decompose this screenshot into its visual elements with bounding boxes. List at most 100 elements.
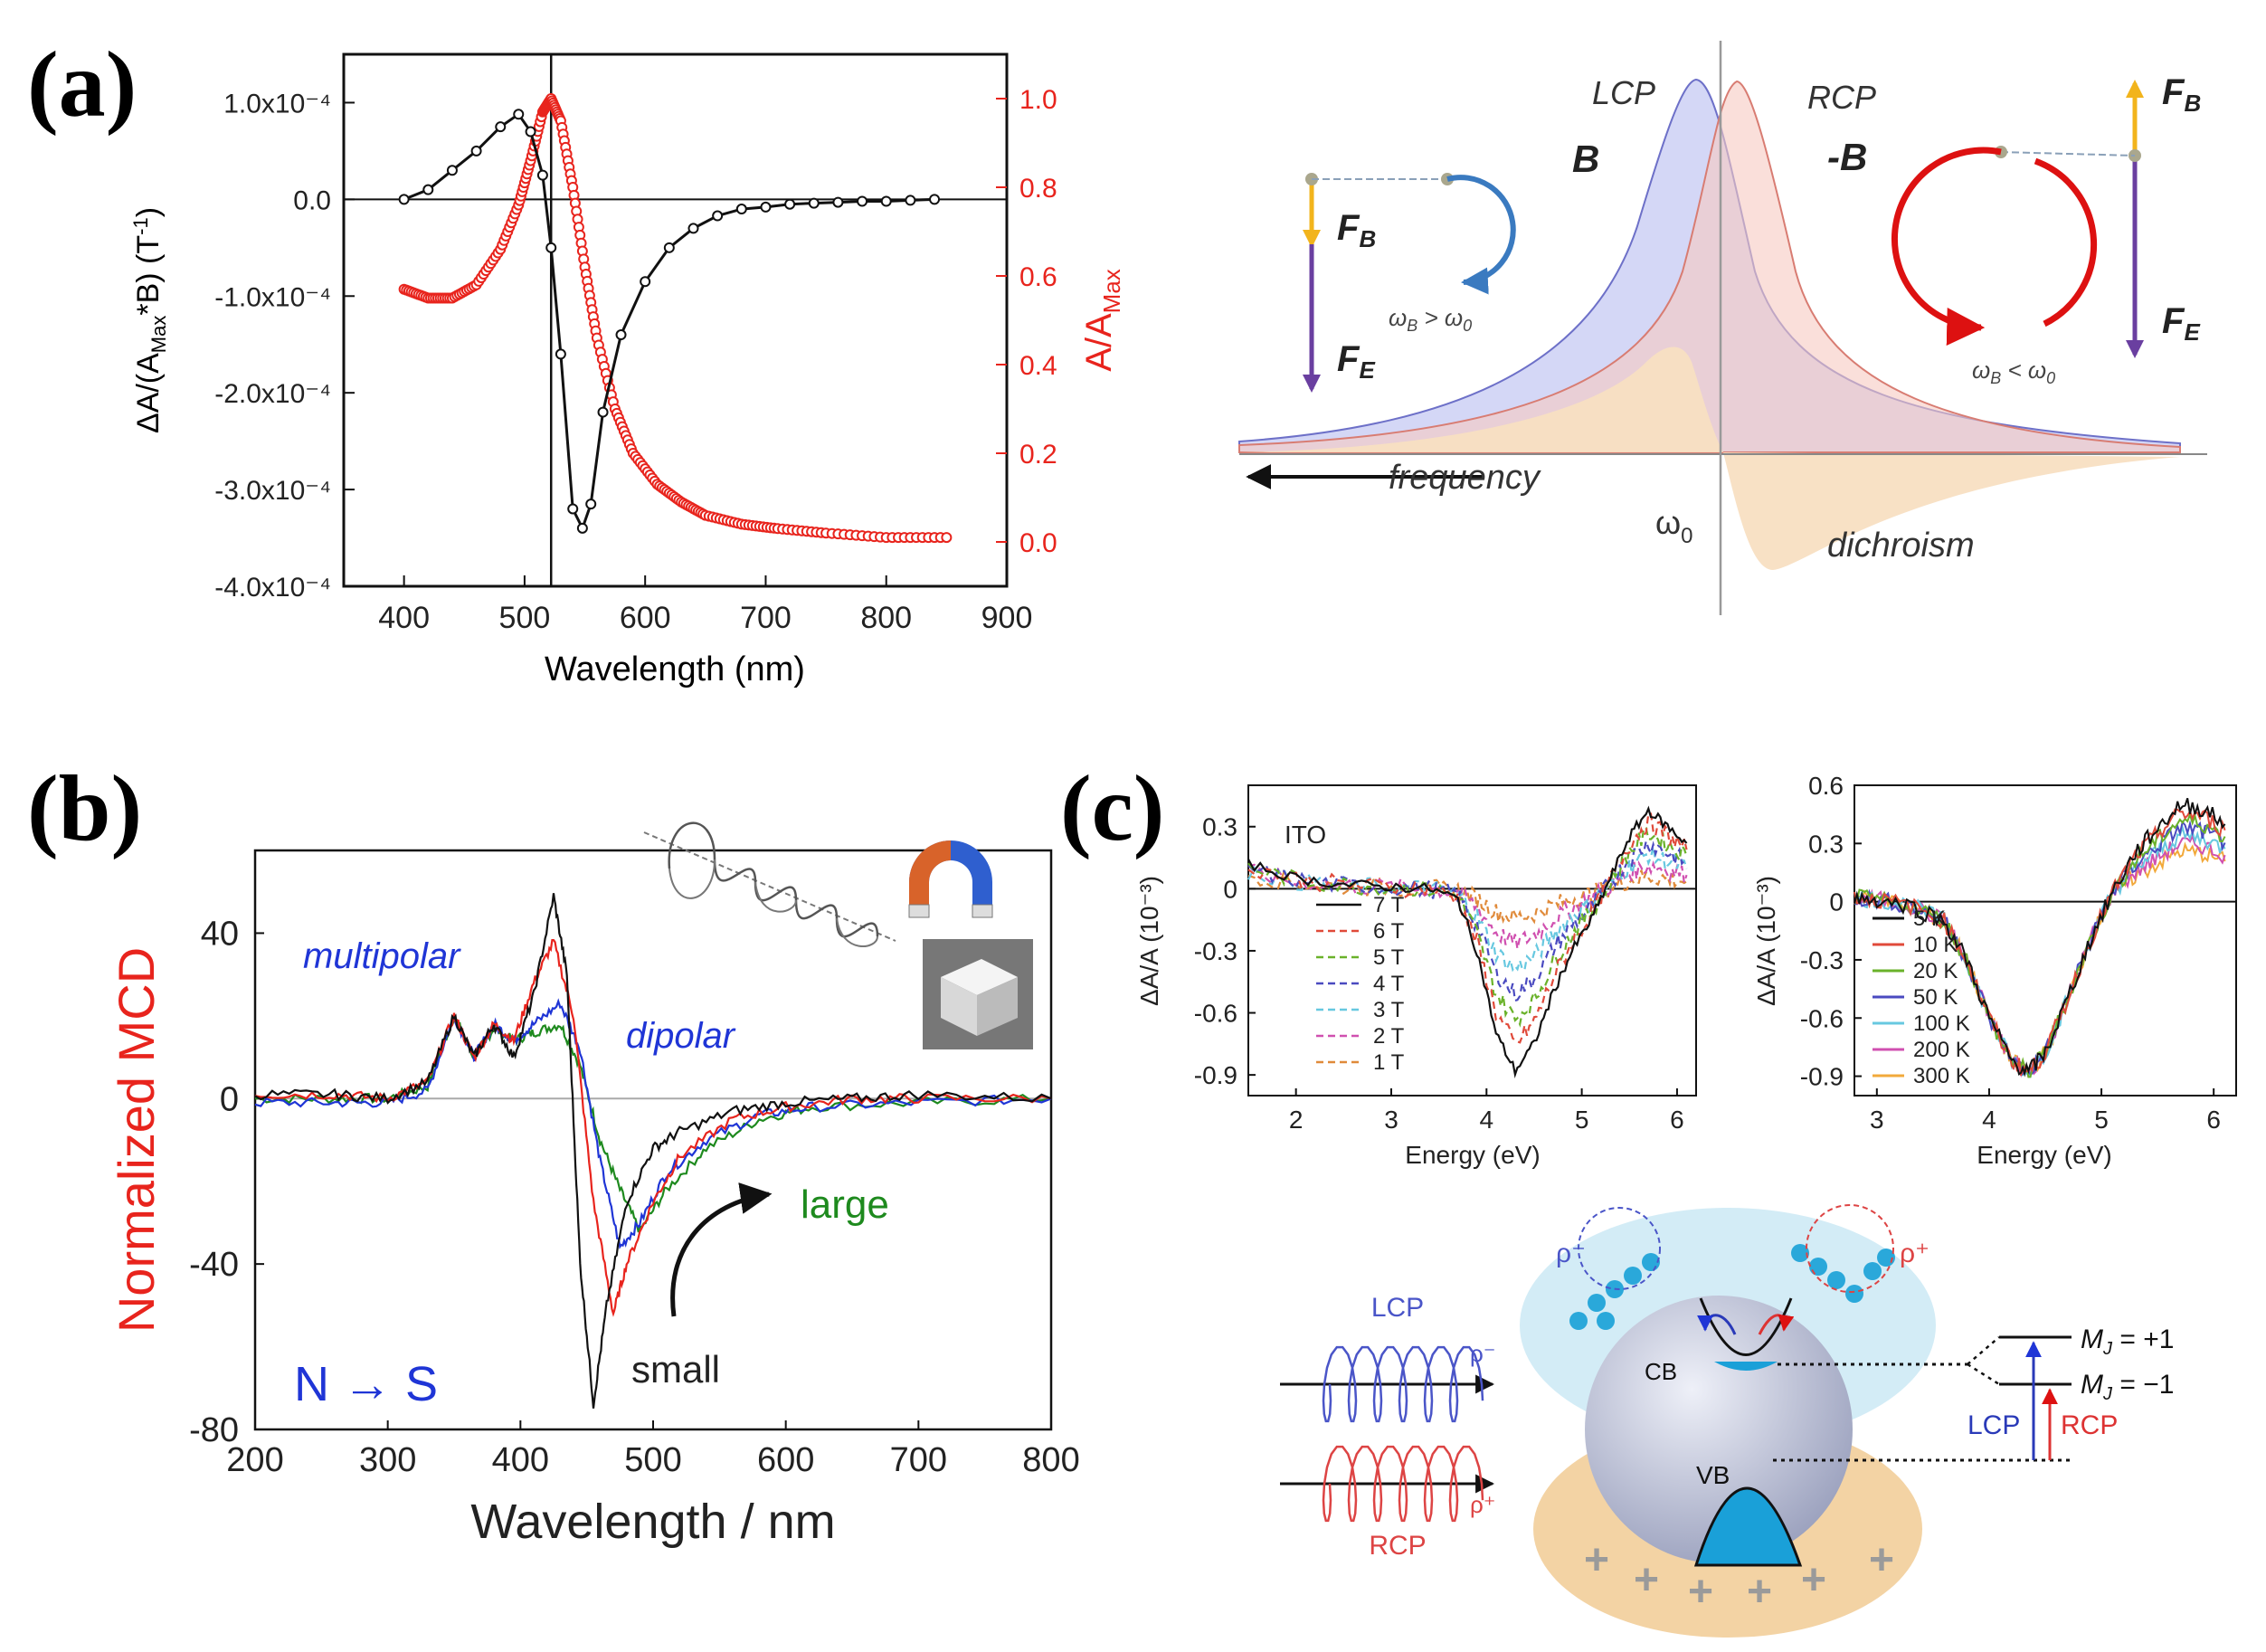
x-tick-label-c-right: 3 (1870, 1106, 1884, 1134)
mcd-point (615, 329, 627, 341)
legend-entry: 3 T (1373, 998, 1405, 1022)
chart-a-mcd-absorbance: 400 500 600 700 800 900 1.0x10⁻⁴ 0.0 -1.0x10⁻⁴ -… (129, 52, 1125, 688)
x-tick-label-c-left: 5 (1575, 1106, 1589, 1134)
plot-frame-c-right (1854, 784, 2237, 1097)
chart-b-normalized-mcd: 200 300 400 500 600 700 800 400-40-80 Waveleng… (108, 821, 1080, 1549)
y-tick-label-left-a: -4.0x10⁻⁴ (214, 573, 331, 603)
mcd-point (687, 223, 699, 234)
series-absorbance-line (403, 96, 947, 539)
panel-label-c: (c) (1060, 756, 1164, 860)
y-tick-label-c-right: -0.3 (1800, 946, 1844, 974)
mcd-point (576, 522, 588, 534)
valence-band (1693, 1486, 1803, 1567)
mj-plus-label: MJ = +1 (2081, 1324, 2174, 1359)
y-tick-label-c-left: -0.9 (1194, 1061, 1237, 1089)
split-connector-up (1967, 1336, 2000, 1365)
data-series-c-right (1854, 797, 2226, 1078)
legend-entry: 7 T (1373, 893, 1405, 917)
electron-cluster-left (1569, 1207, 1661, 1330)
omega-relation-right: ωB < ω0 (1972, 356, 2055, 387)
legend-entry: 20 K (1913, 959, 1958, 983)
y-axis-label-b: Normalized MCD (108, 947, 165, 1333)
small-label: small (631, 1348, 720, 1391)
plus-charge: + (1869, 1536, 1894, 1584)
panel-label-a: (a) (27, 33, 137, 137)
series-5T (1247, 827, 1688, 1028)
y-tick-label-left-a: -3.0x10⁻⁴ (214, 476, 331, 506)
rcp-level-label: RCP (2061, 1410, 2118, 1440)
y-tick-label-c-left: -0.3 (1194, 937, 1237, 965)
x-axis-label-c-right: Energy (eV) (1977, 1141, 2111, 1169)
legend-entry: 1 T (1373, 1050, 1405, 1075)
legend-entry: 5 T (1373, 945, 1405, 970)
legend-entry: 6 T (1373, 919, 1405, 944)
y-axis-label-right-a: A/AMax (1079, 269, 1125, 372)
y-ticks-right-a: 1.0 0.8 0.6 0.4 0.2 0.0 (996, 85, 1057, 558)
x-tick-label-b: 700 (890, 1441, 947, 1479)
series-7T (1247, 805, 1688, 1079)
y-axis-label-c-left: ΔA/A (10⁻³) (1135, 876, 1163, 1006)
absorbance-point (941, 532, 953, 544)
plot-frame-a (342, 52, 1009, 588)
x-tick-label-b: 400 (492, 1441, 549, 1479)
mcd-point (857, 195, 868, 207)
chart-c-right-temperature: 3 4 5 6 0.6 0.3 0 -0.3 -0.6 -0.9 5 K10 K20 K50 K… (1752, 772, 2237, 1169)
plus-charge: + (1747, 1568, 1772, 1616)
legend-entry: 5 K (1913, 907, 1946, 931)
y-axis-label-left-a: ΔA/(AMax*B) (T-1) (129, 207, 170, 433)
plus-charge: + (1688, 1568, 1713, 1616)
x-tick-label-b: 800 (1022, 1441, 1079, 1479)
y-tick-label-left-a: -2.0x10⁻⁴ (214, 379, 331, 409)
legend-c-left: 7 T6 T5 T4 T3 T2 T1 T (1316, 893, 1405, 1075)
diagram-a-lorentzian: frequency ω0 dichroism LCP RCP B -B FB F… (1238, 41, 2207, 615)
rho-plus-cluster: ρ⁺ (1900, 1239, 1929, 1268)
y-tick-label-right-a: 0.2 (1019, 440, 1057, 470)
dipolar-label: dipolar (626, 1016, 736, 1056)
x-ticks-c-right: 3 4 5 6 (1870, 1088, 2221, 1134)
cb-label: CB (1645, 1358, 1677, 1385)
mcd-point (545, 242, 557, 253)
dichroism-negative-lobe (1723, 452, 2180, 570)
omega0-label: ω0 (1655, 504, 1692, 548)
series-small (254, 893, 1052, 1409)
y-tick-label-left-a: 0.0 (293, 185, 331, 215)
y-tick-label-c-left: -0.6 (1194, 1000, 1237, 1028)
y-tick-label-c-right: 0.3 (1808, 830, 1844, 858)
mcd-point (597, 406, 609, 418)
x-tick-label-c-right: 6 (2206, 1106, 2221, 1134)
series-200K (1854, 833, 2226, 1078)
mcd-point (712, 210, 724, 222)
dichroism-label: dichroism (1827, 527, 1975, 565)
fe-label-left: FE (1337, 339, 1375, 384)
mcd-point (495, 121, 507, 133)
orbit-right-rcp-tail (2034, 157, 2098, 328)
series-4T (1247, 837, 1688, 1002)
mcd-point (398, 194, 410, 205)
series-mcd-line (403, 112, 935, 532)
rcp-wave-label: RCP (1369, 1531, 1426, 1561)
y-tick-label-c-left: 0 (1223, 875, 1237, 903)
mcd-point (536, 169, 548, 181)
y-ticks-left-a: 1.0x10⁻⁴ 0.0 -1.0x10⁻⁴ -2.0x10⁻⁴ -3.0x10⁻⁴ -4… (214, 89, 355, 603)
rho-minus-wave: ρ⁻ (1470, 1340, 1496, 1367)
dashed-connector-right (2000, 151, 2136, 157)
dichroism-positive-lobe (1239, 347, 1723, 452)
y-tick-label-c-right: -0.9 (1800, 1063, 1844, 1091)
orbit-right-rcp (1891, 147, 2002, 346)
y-tick-label-c-right: 0 (1829, 888, 1844, 916)
y-ticks-c-left: 0.3 0 -0.3 -0.6 -0.9 (1194, 813, 1256, 1089)
horseshoe-magnet-icon (908, 840, 993, 918)
y-tick-label-left-a: -1.0x10⁻⁴ (214, 282, 331, 312)
y-tick-label-c-right: 0.6 (1808, 772, 1844, 800)
legend-entry: 100 K (1913, 1011, 1970, 1036)
lcp-wave-label: LCP (1371, 1293, 1424, 1323)
mcd-point (905, 195, 916, 206)
lcp-level-label: LCP (1967, 1410, 2020, 1440)
mcd-point (663, 242, 675, 253)
split-connector-down (1967, 1362, 2000, 1386)
mcd-point (422, 184, 434, 195)
mcd-point (929, 194, 941, 205)
legend-entry: 200 K (1913, 1038, 1970, 1062)
mcd-point (585, 498, 597, 510)
